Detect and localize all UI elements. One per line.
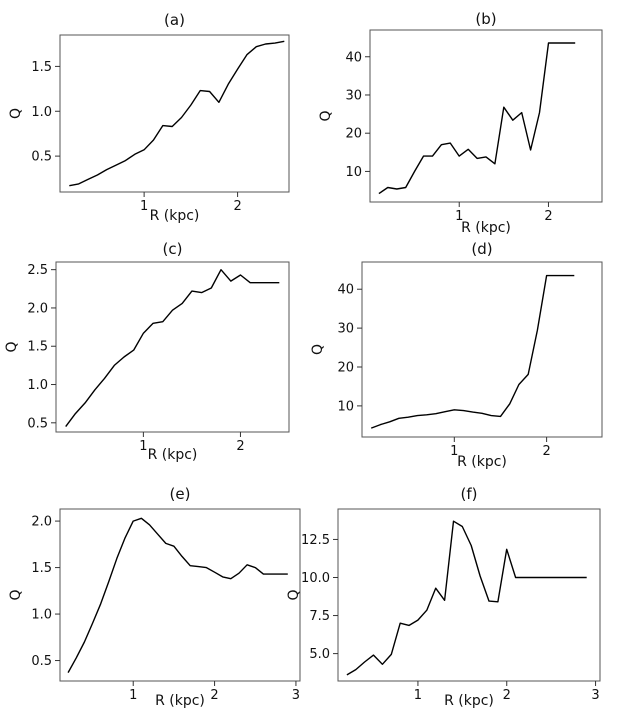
y-axis-label: Q: [8, 589, 24, 600]
y-tick-label: 2.0: [27, 301, 48, 316]
y-tick-label: 1.5: [31, 60, 52, 75]
plot-frame: [59, 508, 301, 682]
y-tick-label: 0.5: [31, 150, 52, 165]
x-tick-label: 1: [455, 209, 463, 224]
x-tick-label: 3: [292, 688, 300, 703]
y-tick-label: 10: [345, 165, 362, 180]
panel-title: (b): [475, 10, 496, 28]
series-line: [370, 274, 575, 429]
series-line: [65, 269, 280, 428]
y-tick-label: 1.0: [27, 378, 48, 393]
y-tick-label: 40: [345, 50, 362, 65]
y-tick-label: 30: [345, 88, 362, 103]
x-tick-label: 2: [233, 199, 241, 214]
y-axis-label: Q: [286, 589, 302, 600]
y-tick-label: 0.5: [31, 654, 52, 669]
x-axis-label: R (kpc): [155, 693, 205, 709]
chart-panel-f: (f) 1 2 3 5.0 7.5 10.0 12.5 R (kpc) Q: [286, 485, 601, 709]
y-axis-label: Q: [310, 344, 326, 355]
x-axis-label: R (kpc): [461, 220, 511, 236]
panel-title: (c): [163, 240, 183, 258]
y-tick-label: 0.5: [27, 416, 48, 431]
x-tick-label: 3: [591, 688, 599, 703]
chart-panel-b: (b) 1 2 10 20 30 40 R (kpc) Q: [318, 10, 603, 236]
plot-frame: [361, 261, 603, 438]
plot-frame: [59, 34, 290, 193]
panel-title: (e): [170, 485, 191, 503]
y-axis-label: Q: [4, 341, 20, 352]
panel-title: (d): [471, 240, 492, 258]
x-tick-label: 2: [210, 688, 218, 703]
plot-frame: [337, 508, 601, 682]
series-line: [346, 520, 587, 676]
chart-panel-d: (d) 1 2 10 20 30 40 R (kpc) Q: [310, 240, 603, 470]
chart-panel-e: (e) 1 2 3 0.5 1.0 1.5 2.0 R (kpc) Q: [8, 485, 301, 709]
chart-panel-a: (a) 1 2 0.5 1.0 1.5 R (kpc) Q: [8, 11, 290, 224]
chart-panel-c: (c) 1 2 0.5 1.0 1.5 2.0 2.5 R (kpc) Q: [4, 240, 290, 463]
x-axis-label: R (kpc): [148, 447, 198, 463]
y-tick-label: 1.0: [31, 608, 52, 623]
y-tick-label: 2.5: [27, 263, 48, 278]
y-tick-label: 1.5: [27, 340, 48, 355]
y-tick-label: 1.0: [31, 105, 52, 120]
x-tick-label: 2: [236, 439, 244, 454]
y-tick-label: 20: [345, 127, 362, 142]
panel-title: (f): [461, 485, 478, 503]
x-tick-label: 1: [139, 439, 147, 454]
x-axis-label: R (kpc): [444, 693, 494, 709]
plot-frame: [55, 261, 290, 433]
y-tick-label: 2.0: [31, 515, 52, 530]
y-axis-label: Q: [8, 108, 24, 119]
x-axis-label: R (kpc): [457, 454, 507, 470]
x-tick-label: 1: [129, 688, 137, 703]
x-tick-label: 1: [450, 444, 458, 459]
y-tick-label: 20: [337, 361, 354, 376]
y-tick-label: 40: [337, 283, 354, 298]
x-tick-label: 2: [542, 444, 550, 459]
x-tick-label: 2: [544, 209, 552, 224]
y-tick-label: 10: [337, 399, 354, 414]
x-axis-label: R (kpc): [150, 208, 200, 224]
y-tick-label: 5.0: [309, 647, 330, 662]
series-line: [69, 40, 285, 187]
x-tick-label: 2: [503, 688, 511, 703]
y-tick-label: 1.5: [31, 561, 52, 576]
y-tick-label: 7.5: [309, 609, 330, 624]
y-tick-label: 10.0: [301, 571, 330, 586]
plot-frame: [369, 29, 603, 203]
y-tick-label: 30: [337, 322, 354, 337]
x-tick-label: 1: [140, 199, 148, 214]
y-axis-label: Q: [318, 110, 334, 121]
series-line: [67, 517, 288, 673]
panel-title: (a): [164, 11, 185, 29]
y-tick-label: 12.5: [301, 533, 330, 548]
series-line: [378, 42, 576, 195]
x-tick-label: 1: [414, 688, 422, 703]
